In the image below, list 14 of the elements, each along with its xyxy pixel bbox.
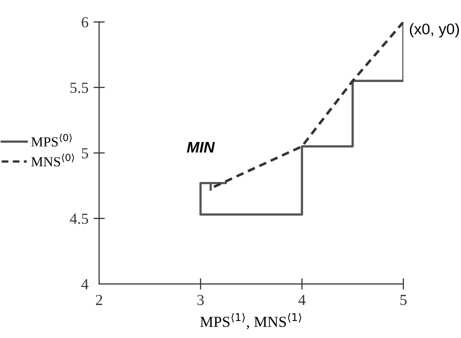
y-tick-label: 5	[82, 148, 88, 158]
x-tick-label: 4	[298, 294, 306, 305]
y-tick-label: 4	[81, 279, 88, 290]
x-tick-label: 2	[96, 294, 102, 305]
annotation: (x0, y0)	[410, 23, 459, 38]
y-tick-label: 4.5	[70, 214, 88, 224]
annotation: MIN	[186, 142, 215, 153]
y-tick-label: 5.5	[70, 82, 88, 93]
x-tick-label: 3	[197, 294, 204, 306]
legend-label: MNS$^{⟨0⟩}$	[31, 154, 74, 166]
x-axis-title: MPS$^{⟨1⟩}$, MNS$^{⟨1⟩}$	[200, 312, 302, 330]
x-tick-label: 5	[400, 294, 407, 306]
y-tick-label: 6	[82, 17, 88, 28]
legend-label: MPS$^{⟨0⟩}$	[31, 134, 72, 147]
